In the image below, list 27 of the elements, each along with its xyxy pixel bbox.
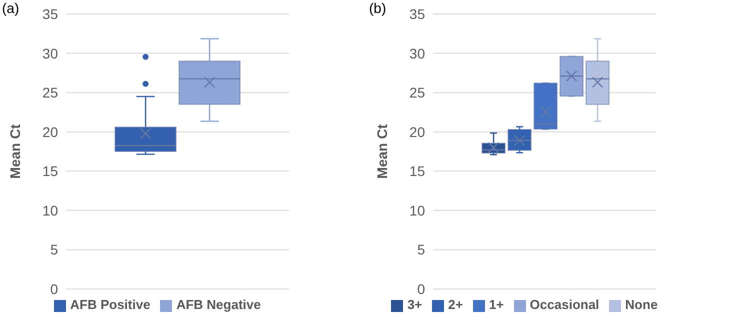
y-tick-label: 35 bbox=[409, 6, 426, 22]
legend-label: AFB Negative bbox=[176, 297, 261, 312]
y-axis-title: Mean Ct bbox=[374, 124, 390, 179]
chart-title: (a) bbox=[2, 0, 20, 16]
y-tick-label: 5 bbox=[417, 242, 426, 258]
y-tick-label: 10 bbox=[409, 202, 426, 218]
legend-label: 1+ bbox=[488, 297, 504, 312]
y-tick-label: 20 bbox=[409, 124, 426, 140]
y-tick-label: 0 bbox=[417, 280, 426, 297]
chart-title: (b) bbox=[369, 0, 386, 16]
y-tick-label: 20 bbox=[42, 124, 58, 140]
y-tick-label: 5 bbox=[50, 242, 58, 258]
legend-label: 2+ bbox=[448, 297, 463, 312]
y-tick-label: 25 bbox=[409, 84, 426, 101]
legend-label: 3+ bbox=[407, 297, 422, 312]
y-tick-label: 30 bbox=[42, 45, 58, 62]
y-tick-label: 15 bbox=[409, 163, 426, 180]
y-tick-label: 0 bbox=[50, 280, 58, 297]
y-tick-label: 15 bbox=[42, 163, 58, 180]
legend-label: Occasional bbox=[530, 297, 600, 312]
y-tick-label: 25 bbox=[42, 84, 58, 101]
y-axis-title: Mean Ct bbox=[6, 124, 23, 179]
y-tick-label: 35 bbox=[42, 6, 58, 22]
legend-label: AFB Positive bbox=[70, 297, 150, 312]
y-tick-label: 10 bbox=[42, 202, 58, 218]
legend-label: None bbox=[625, 297, 658, 312]
y-tick-label: 30 bbox=[409, 45, 426, 62]
